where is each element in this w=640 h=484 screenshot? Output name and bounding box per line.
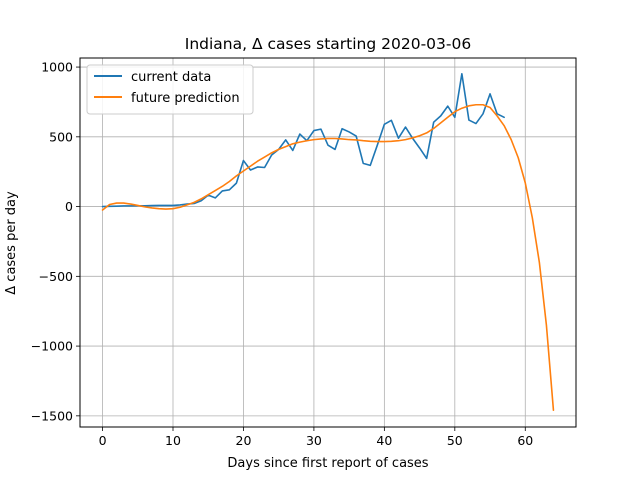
y-tick-label: −1500 (31, 408, 73, 423)
x-tick-label: 20 (236, 433, 252, 448)
x-tick-label: 60 (517, 433, 533, 448)
y-tick-label: 1000 (41, 60, 73, 75)
x-tick-label: 0 (99, 433, 107, 448)
x-axis-label: Days since first report of cases (227, 456, 428, 471)
current-data-line (101, 72, 505, 208)
x-tick-label: 10 (165, 433, 181, 448)
series-layer (101, 72, 555, 412)
y-tick-label: −500 (39, 269, 73, 284)
y-tick-label: 500 (49, 129, 73, 144)
x-tick-label: 40 (376, 433, 392, 448)
legend: current data future prediction (86, 64, 254, 115)
grid-lines (80, 58, 576, 427)
y-tick-label: −1000 (31, 339, 73, 354)
chart-title: Indiana, Δ cases starting 2020-03-06 (185, 35, 471, 53)
axis-ticks: 0 10 20 30 40 50 60 −1500 −1000 −500 0 500 1000 (31, 60, 534, 448)
legend-label-current-data: current data (131, 70, 211, 85)
legend-box (86, 64, 254, 115)
x-tick-label: 50 (447, 433, 463, 448)
future-prediction-line (101, 103, 555, 412)
x-tick-label: 30 (306, 433, 322, 448)
y-axis-label: Δ cases per day (4, 191, 19, 295)
y-tick-label: 0 (65, 199, 73, 214)
legend-label-future-prediction: future prediction (131, 91, 240, 106)
axes-frame (79, 57, 577, 428)
